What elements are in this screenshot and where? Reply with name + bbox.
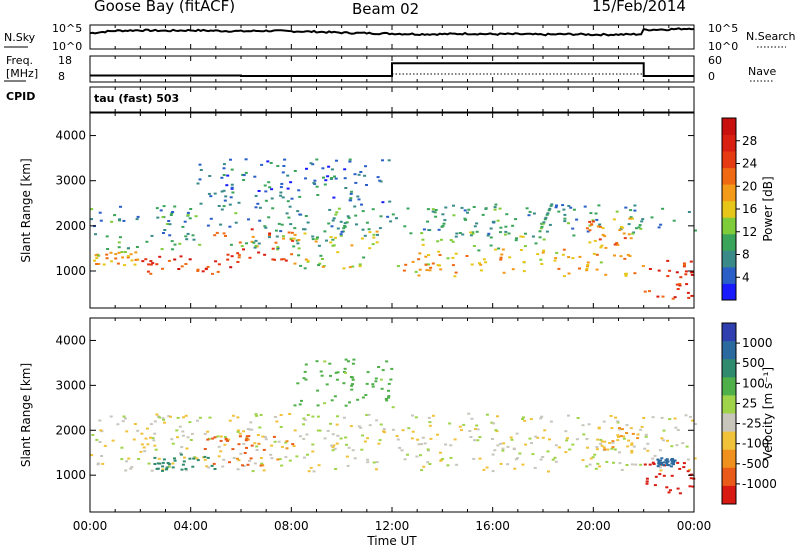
power-ytick-label: 4000 [55,129,86,143]
velocity-colorbar-cell [722,395,736,414]
cpid-label: CPID [6,90,36,103]
power-colorbar-label: 4 [742,270,750,284]
velocity-colorbar-cell [722,449,736,469]
velocity-colorbar-label: 25 [742,396,757,410]
power-ytick-label: 2000 [55,219,86,233]
velocity-ytick-label: 3000 [55,378,86,392]
velocity-colorbar-cell [722,431,736,451]
freq-line [90,62,694,77]
power-colorbar-label: 28 [742,134,757,148]
nsky-label: N.Sky [4,31,36,44]
power-colorbar-cell [722,233,736,251]
xtick-label: 20:00 [576,519,611,533]
nsky-line [89,27,695,37]
nave-tick-top: 60 [708,54,722,67]
power-scatter [90,158,697,300]
power-colorbar-label: 8 [742,248,750,262]
velocity-colorbar-title: Velocity [m s⁻¹] [761,367,775,460]
velocity-colorbar-label: -1000 [742,477,777,491]
velocity-colorbar-cell [722,467,736,487]
xaxis-label: Time UT [366,534,417,548]
velocity-colorbar-cell [722,341,736,360]
power-colorbar-cell [722,184,736,202]
velocity-colorbar-label: 1000 [742,336,773,350]
velocity-colorbar-label: -500 [742,457,769,471]
velocity-colorbar-cell [722,413,736,433]
beam-title: Beam 02 [352,0,420,18]
power-colorbar-label: 12 [742,225,757,239]
xtick-label: 12:00 [375,519,410,533]
station-title: Goose Bay (fitACF) [94,0,236,15]
power-colorbar-label: 24 [742,157,757,171]
nsky-tick-bottom: 10^0 [52,40,83,53]
power-colorbar-title: Power [dB] [761,176,775,241]
date-title: 15/Feb/2014 [592,0,686,15]
xtick-label: 00:00 [73,519,108,533]
velocity-colorbar-label: 500 [742,356,765,370]
nsearch-tick-top: 10^5 [708,22,739,35]
nsearch-tick-bottom: 10^0 [708,40,739,53]
xtick-label: 04:00 [173,519,208,533]
velocity-colorbar-label: -25 [742,417,762,431]
power-colorbar-cell [722,134,736,152]
freq-tick-top: 18 [58,54,72,67]
power-colorbar-cell [722,266,736,284]
freq-unit-label: [MHz] [6,67,39,80]
power-colorbar-cell [722,200,736,218]
velocity-ylabel: Slant Range [km] [19,363,33,467]
power-colorbar-cell [722,250,736,268]
velocity-ytick-label: 4000 [55,333,86,347]
power-colorbar-cell [722,151,736,169]
velocity-ytick-label: 2000 [55,423,86,437]
velocity-panel-frame [89,317,695,513]
power-colorbar-cell [722,283,736,301]
power-ytick-label: 1000 [55,264,86,278]
xtick-label: 08:00 [274,519,309,533]
velocity-colorbar-label: -100 [742,437,769,451]
nave-label: Nave [748,65,777,78]
velocity-colorbar-label: 100 [742,376,765,390]
power-panel-frame [89,112,695,309]
power-colorbar-cell [722,167,736,185]
power-colorbar-label: 16 [742,202,757,216]
freq-tick-bottom: 8 [58,70,65,83]
xtick-label: 16:00 [475,519,510,533]
velocity-colorbar-cell [722,485,736,505]
velocity-scatter [90,358,697,495]
cpid-value: tau (fast) 503 [94,92,180,105]
nave-tick-bottom: 0 [708,70,715,83]
freq-label: Freq. [6,54,34,67]
nsearch-label: N.Search [746,30,796,43]
velocity-colorbar-cell [722,323,736,342]
velocity-colorbar-cell [722,377,736,396]
power-colorbar-cell [722,118,736,135]
nsky-tick-top: 10^5 [52,22,83,35]
power-colorbar-label: 20 [742,179,757,193]
xtick-label: 00:00 [677,519,712,533]
power-ylabel: Slant Range [km] [19,158,33,262]
power-colorbar-cell [722,217,736,235]
velocity-colorbar-cell [722,359,736,378]
velocity-ytick-label: 1000 [55,468,86,482]
power-ytick-label: 3000 [55,174,86,188]
velocity-colorbar-frame [721,322,737,505]
